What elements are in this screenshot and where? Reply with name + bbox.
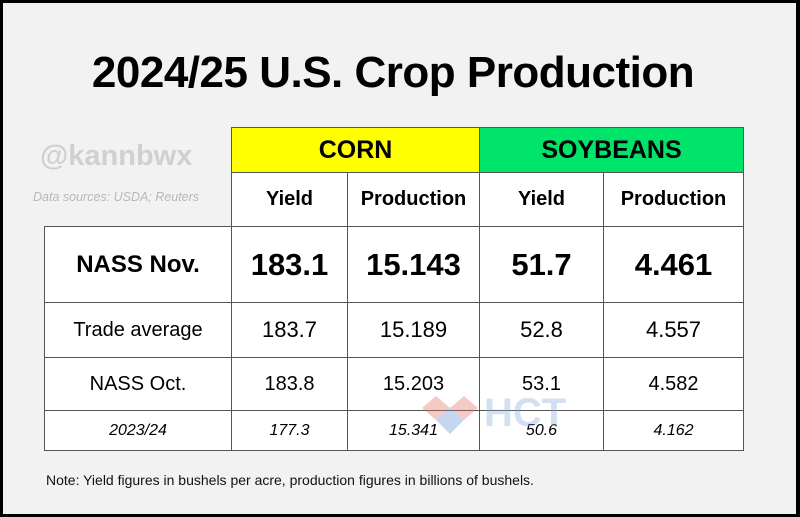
cell-value: 15.189	[347, 302, 480, 358]
author-handle: @kannbwx	[40, 140, 193, 172]
row-label-nass-nov: NASS Nov.	[44, 226, 232, 303]
row-label-trade-average: Trade average	[44, 302, 232, 358]
cell-value: 183.7	[231, 302, 348, 358]
data-sources: Data sources: USDA; Reuters	[33, 190, 200, 204]
cell-value: 15.203	[347, 357, 480, 411]
subheader-soy-yield: Yield	[479, 172, 604, 227]
cell-value: 53.1	[479, 357, 604, 411]
subheader-corn-yield: Yield	[231, 172, 348, 227]
cell-value: 15.143	[347, 226, 480, 303]
cell-value: 177.3	[231, 410, 348, 451]
cell-value: 52.8	[479, 302, 604, 358]
cell-value: 15.341	[347, 410, 480, 451]
cell-value: 183.8	[231, 357, 348, 411]
cell-value: 4.461	[603, 226, 744, 303]
subheader-soy-production: Production	[603, 172, 744, 227]
cell-value: 4.162	[603, 410, 744, 451]
group-header-corn: CORN	[231, 127, 480, 173]
cell-value: 183.1	[231, 226, 348, 303]
group-header-soybeans: SOYBEANS	[479, 127, 744, 173]
row-label-2023-24: 2023/24	[44, 410, 232, 451]
cell-value: 4.582	[603, 357, 744, 411]
subheader-corn-production: Production	[347, 172, 480, 227]
cell-value: 50.6	[479, 410, 604, 451]
cell-value: 51.7	[479, 226, 604, 303]
row-label-nass-oct: NASS Oct.	[44, 357, 232, 411]
cell-value: 4.557	[603, 302, 744, 358]
footnote: Note: Yield figures in bushels per acre,…	[46, 472, 534, 488]
page-title: 2024/25 U.S. Crop Production	[91, 48, 695, 97]
